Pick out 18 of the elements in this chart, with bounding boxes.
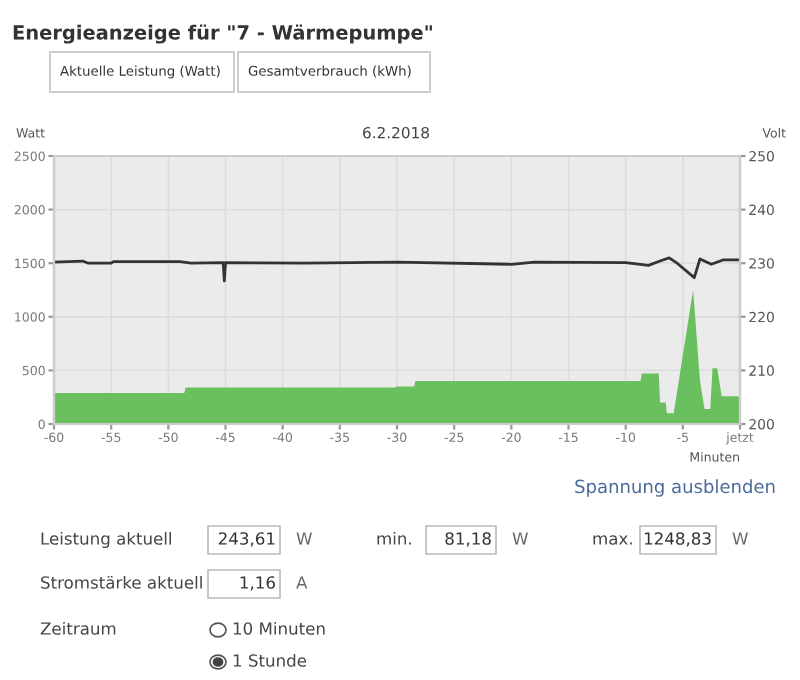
text: 10 Minuten <box>233 621 325 635</box>
text: Stromstärke aktuell <box>41 575 202 589</box>
text: 81,18 <box>445 532 491 547</box>
text: A <box>296 576 308 589</box>
text: max. <box>593 535 632 545</box>
text: min. <box>377 531 411 545</box>
chart-title: Energieanzeige für "7 - Wärmepumpe" <box>13 24 432 44</box>
text: W <box>732 532 748 545</box>
text: W <box>296 532 312 545</box>
line-series <box>54 256 740 283</box>
text: 1,16 <box>240 576 275 591</box>
text: 243,61 <box>218 532 275 547</box>
text: Zeitraum <box>40 621 116 635</box>
text: Leistung aktuell <box>41 531 172 549</box>
text: 1 Stunde <box>233 653 307 667</box>
text: W <box>512 532 528 545</box>
text: Spannung ausblenden <box>575 479 775 497</box>
text: 1248,83 <box>644 532 711 547</box>
